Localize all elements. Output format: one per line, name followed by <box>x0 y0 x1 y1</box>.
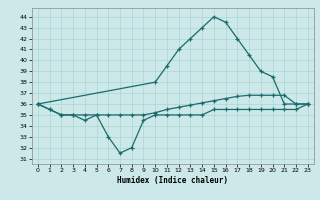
X-axis label: Humidex (Indice chaleur): Humidex (Indice chaleur) <box>117 176 228 185</box>
